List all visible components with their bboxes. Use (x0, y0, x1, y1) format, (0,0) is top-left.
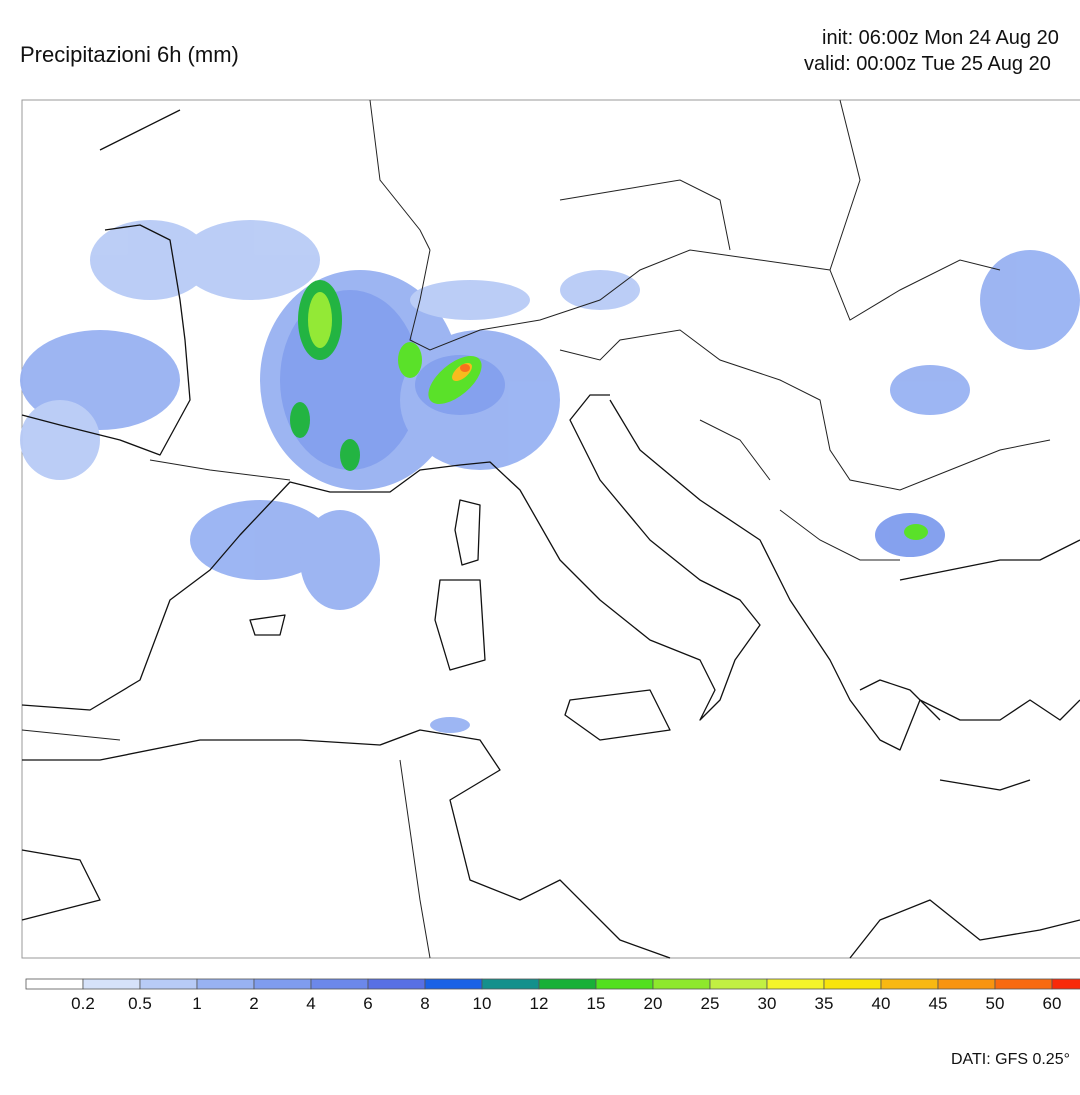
colorbar-label: 1 (192, 994, 201, 1013)
colorbar-label: 0.5 (128, 994, 152, 1013)
coastlines (21, 109, 1080, 959)
precipitation (20, 220, 1080, 733)
valid-time: valid: 00:00z Tue 25 Aug 20 (804, 53, 1051, 75)
colorbar-swatch (652, 978, 711, 990)
colorbar-label: 6 (363, 994, 372, 1013)
colorbar-swatch (310, 978, 369, 990)
colorbar-swatch (994, 978, 1053, 990)
colorbar-swatch (937, 978, 996, 990)
colorbar-swatch (823, 978, 882, 990)
colorbar-label: 0.2 (71, 994, 95, 1013)
colorbar-label: 8 (420, 994, 429, 1013)
colorbar-swatch (481, 978, 540, 990)
colorbar-label: 40 (872, 994, 891, 1013)
data-source: DATI: GFS 0.25° (951, 1051, 1070, 1068)
colorbar-swatch (82, 978, 141, 990)
colorbar: 0.2 0.5 1 2 4 6 8 10 12 15 20 25 30 35 40 45 50 60 (25, 978, 1080, 1013)
colorbar-label: 15 (587, 994, 606, 1013)
colorbar-label: 50 (986, 994, 1005, 1013)
colorbar-label: 45 (929, 994, 948, 1013)
colorbar-swatch (196, 978, 255, 990)
colorbar-swatch (880, 978, 939, 990)
colorbar-label: 35 (815, 994, 834, 1013)
colorbar-label: 25 (701, 994, 720, 1013)
borders (21, 99, 1051, 959)
colorbar-swatch (1051, 978, 1080, 990)
init-time: init: 06:00z Mon 24 Aug 20 (822, 27, 1059, 49)
colorbar-label: 2 (249, 994, 258, 1013)
map (20, 99, 1080, 959)
colorbar-label: 10 (473, 994, 492, 1013)
colorbar-swatch (367, 978, 426, 990)
colorbar-swatch (538, 978, 597, 990)
title: Precipitazioni 6h (mm) (20, 42, 239, 67)
colorbar-swatch (595, 978, 654, 990)
colorbar-swatch (25, 978, 84, 990)
colorbar-swatch (139, 978, 198, 990)
colorbar-swatch (766, 978, 825, 990)
colorbar-label: 30 (758, 994, 777, 1013)
colorbar-swatch (424, 978, 483, 990)
colorbar-label: 60 (1043, 994, 1062, 1013)
colorbar-label: 20 (644, 994, 663, 1013)
colorbar-label: 4 (306, 994, 315, 1013)
colorbar-swatch (709, 978, 768, 990)
colorbar-swatch (253, 978, 312, 990)
colorbar-label: 12 (530, 994, 549, 1013)
